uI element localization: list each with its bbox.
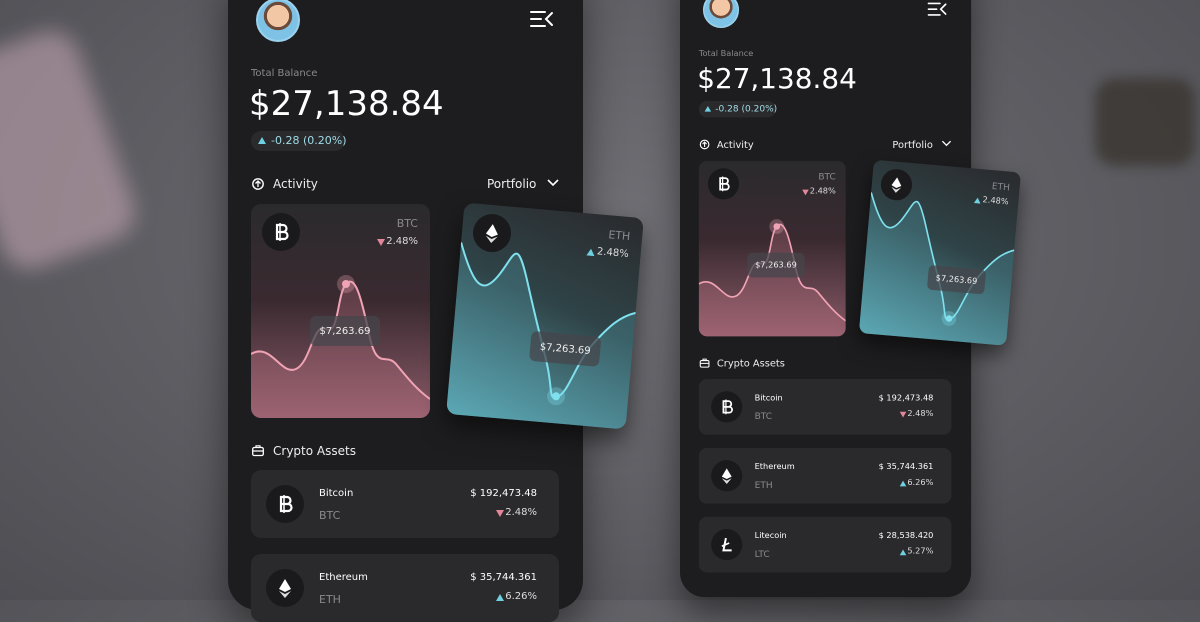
price-card[interactable]: ETH 2.48% $7,263.69 <box>446 202 644 430</box>
coin-glyph <box>721 468 732 484</box>
asset-price: $ 192,473.48 <box>878 393 934 403</box>
up-arrow <box>973 197 981 204</box>
blur-decoration <box>0 22 144 278</box>
up-arrow <box>586 248 595 257</box>
card-symbol: BTC <box>818 171 836 183</box>
asset-name: Ethereum <box>319 572 368 583</box>
price-card[interactable]: ETH 2.48% $7,263.69 <box>858 159 1022 346</box>
balance-change: -0.28 (0.20%) <box>271 134 347 147</box>
coin-glyph <box>722 399 733 415</box>
asset-name: Ethereum <box>754 462 795 472</box>
coin-glyph <box>719 176 730 192</box>
asset-price: $ 28,538.420 <box>878 531 934 541</box>
up-arrow <box>496 594 504 601</box>
balance-label: Total Balance <box>251 68 318 79</box>
assets-title: Crypto Assets <box>716 357 785 370</box>
asset-row[interactable]: Ethereum ETH $ 35,744.361 6.26% <box>698 447 952 504</box>
asset-name: Bitcoin <box>319 488 354 499</box>
up-arrow <box>704 105 712 112</box>
card-change: 2.48% <box>809 187 836 197</box>
asset-symbol: LTC <box>754 548 770 560</box>
portfolio-select[interactable]: Portfolio <box>487 177 537 191</box>
coin-glyph <box>721 537 732 552</box>
down-arrow <box>802 189 809 196</box>
up-arrow <box>258 137 266 144</box>
phone: Total Balance $27,138.84 -0.28 (0.20%) Acti… <box>680 0 1022 598</box>
asset-row[interactable]: Ethereum ETH $ 35,744.361 6.26% <box>251 554 559 622</box>
phone: Total Balance $27,138.84 -0.28 (0.20%) Acti… <box>228 0 644 622</box>
down-arrow <box>496 510 504 517</box>
asset-row[interactable]: Bitcoin BTC $ 192,473.48 2.48% <box>251 470 559 538</box>
avatar[interactable] <box>256 0 300 42</box>
chevron[interactable] <box>941 140 952 147</box>
asset-change: 2.48% <box>907 409 934 419</box>
asset-row[interactable]: Bitcoin BTC $ 192,473.48 2.48% <box>698 379 952 435</box>
activity-title: Activity <box>716 138 754 151</box>
balance-change: -0.28 (0.20%) <box>715 103 778 115</box>
asset-change: 6.26% <box>505 591 537 602</box>
coin-glyph <box>279 579 291 598</box>
asset-change: 2.48% <box>505 507 537 518</box>
card-change: 2.48% <box>386 236 418 247</box>
price-tooltip: $7,263.69 <box>310 316 380 346</box>
price-tooltip: $7,263.69 <box>529 330 602 367</box>
price-chart <box>251 275 430 418</box>
asset-change: 6.26% <box>907 478 934 488</box>
asset-symbol: BTC <box>754 410 773 422</box>
asset-price: $ 35,744.361 <box>878 462 934 472</box>
price-tooltip: $7,263.69 <box>926 264 987 295</box>
asset-symbol: BTC <box>319 509 341 522</box>
coin-glyph <box>275 223 289 241</box>
balance-label: Total Balance <box>698 49 754 59</box>
asset-name: Bitcoin <box>754 393 783 403</box>
asset-row[interactable]: Litecoin LTC $ 28,538.420 5.27% <box>698 516 952 573</box>
assets-icon <box>252 445 264 457</box>
change-pill <box>251 131 345 151</box>
price-card[interactable]: BTC 2.48% $7,263.69 <box>698 160 846 337</box>
price-chart <box>698 219 846 337</box>
chevron[interactable] <box>547 179 559 187</box>
change-pill <box>698 101 776 118</box>
activity-icon <box>699 139 710 150</box>
asset-change: 5.27% <box>907 547 934 557</box>
up-arrow <box>899 480 907 487</box>
assets-title: Crypto Assets <box>273 444 356 458</box>
up-arrow <box>899 549 907 556</box>
menu-icon[interactable] <box>530 11 553 27</box>
coin-glyph <box>485 224 498 244</box>
menu-icon[interactable] <box>927 2 947 16</box>
price-card[interactable]: BTC 2.48% $7,263.69 <box>251 204 430 418</box>
balance: $27,138.84 <box>249 84 444 124</box>
balance: $27,138.84 <box>697 62 857 96</box>
asset-price: $ 192,473.48 <box>470 488 537 499</box>
asset-name: Litecoin <box>754 531 787 541</box>
asset-price: $ 35,744.361 <box>470 572 537 583</box>
price-tooltip: $7,263.69 <box>747 252 805 278</box>
coin-glyph <box>279 495 293 513</box>
activity-title: Activity <box>273 177 318 191</box>
portfolio-select[interactable]: Portfolio <box>892 138 933 151</box>
coin-glyph <box>891 177 902 193</box>
price-chart <box>858 192 1015 346</box>
down-arrow <box>899 411 907 418</box>
activity-icon <box>252 178 264 190</box>
blur-decoration <box>1095 78 1195 166</box>
avatar[interactable] <box>702 0 740 29</box>
card-symbol: BTC <box>396 217 418 230</box>
price-chart <box>446 242 636 430</box>
assets-icon <box>699 358 710 368</box>
asset-symbol: ETH <box>754 479 773 491</box>
down-arrow <box>377 239 385 246</box>
